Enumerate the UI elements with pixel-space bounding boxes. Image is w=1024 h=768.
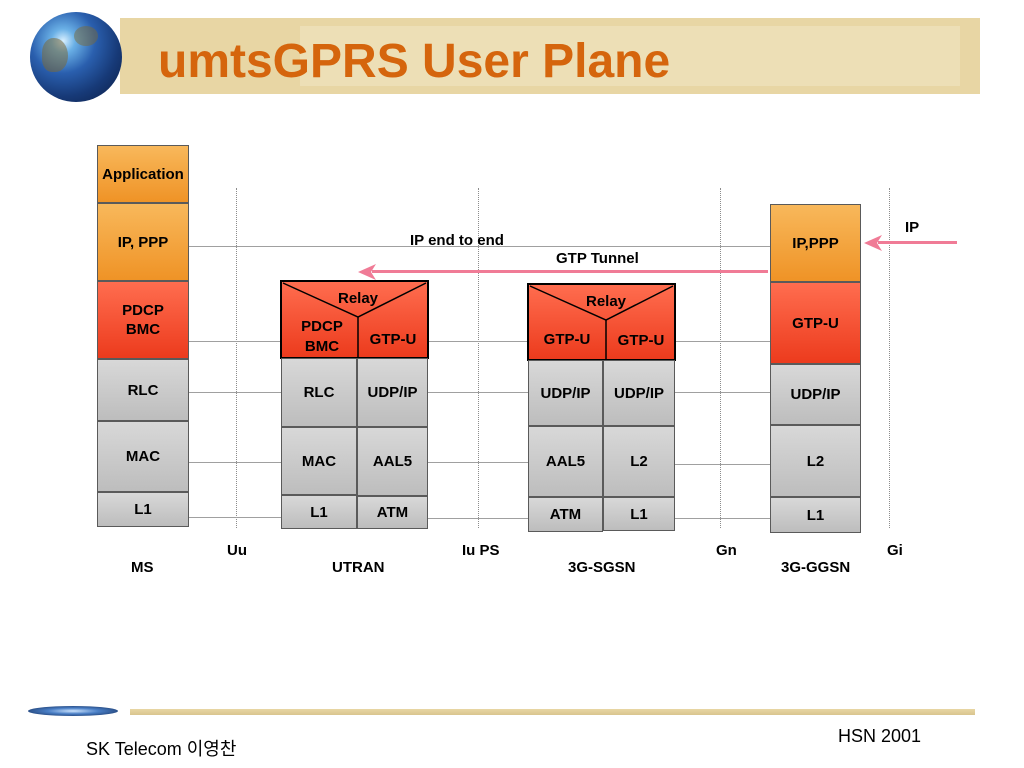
footer-author: SK Telecom 이영찬 bbox=[86, 739, 237, 759]
title-banner-map bbox=[300, 26, 960, 86]
footer-divider bbox=[130, 709, 975, 715]
ip-input-arrow bbox=[878, 241, 957, 244]
utran-atm-layer: ATM bbox=[357, 496, 428, 529]
sgsn-gtpu-right-layer: GTP-U bbox=[617, 332, 665, 349]
slide-title: umtsGPRS User Plane bbox=[158, 35, 671, 88]
ggsn-l1-layer: L1 bbox=[770, 497, 861, 533]
globe-land-icon bbox=[42, 38, 68, 72]
ggsn-ip-ppp-layer: IP,PPP bbox=[770, 204, 861, 282]
interface-gn-label: Gn bbox=[716, 542, 737, 559]
sgsn-l1-layer: L1 bbox=[603, 497, 675, 531]
ip-input-arrowhead-icon bbox=[864, 235, 882, 251]
utran-aal5-layer: AAL5 bbox=[357, 427, 428, 496]
sgsn-gtpu-left-layer: GTP-U bbox=[543, 331, 591, 348]
gtp-tunnel-arrowhead-icon bbox=[358, 264, 376, 280]
utran-relay-lines bbox=[282, 282, 427, 358]
footer-event: HSN 2001 bbox=[838, 726, 922, 746]
sgsn-l2-layer: L2 bbox=[603, 426, 675, 497]
ms-pdcp-bmc-layer: PDCP BMC bbox=[97, 281, 189, 359]
interface-gi-label: Gi bbox=[887, 542, 903, 559]
gtp-tunnel-arrow bbox=[372, 270, 768, 273]
sgsn-udpip-left-layer: UDP/IP bbox=[528, 360, 603, 426]
node-3g-sgsn-label: 3G-SGSN bbox=[568, 559, 636, 576]
utran-udpip-layer: UDP/IP bbox=[357, 358, 428, 427]
interface-uu-label: Uu bbox=[227, 542, 247, 559]
ggsn-udpip-layer: UDP/IP bbox=[770, 364, 861, 425]
ggsn-gtpu-layer: GTP-U bbox=[770, 282, 861, 364]
ms-application-layer: Application bbox=[97, 145, 189, 203]
sgsn-atm-layer: ATM bbox=[528, 497, 603, 532]
iu-ps-separator bbox=[478, 188, 479, 528]
utran-rlc-layer: RLC bbox=[281, 358, 357, 427]
utran-l1-layer: L1 bbox=[281, 495, 357, 529]
aal5-peer-line bbox=[428, 462, 528, 463]
sgsn-udpip-right-layer: UDP/IP bbox=[603, 360, 675, 426]
ip-end-to-end-label: IP end to end bbox=[410, 232, 504, 249]
gtpu-gn-peer-line bbox=[675, 341, 770, 342]
ms-mac-layer: MAC bbox=[97, 421, 189, 492]
utran-mac-layer: MAC bbox=[281, 427, 357, 495]
ms-rlc-layer: RLC bbox=[97, 359, 189, 421]
atm-peer-line bbox=[428, 518, 528, 519]
ggsn-l2-layer: L2 bbox=[770, 425, 861, 497]
pdcp-peer-line bbox=[189, 341, 281, 342]
sgsn-relay-label: Relay bbox=[586, 293, 627, 310]
utran-gtpu-layer: GTP-U bbox=[369, 331, 417, 348]
l2-gn-peer-line bbox=[675, 464, 770, 465]
node-utran-label: UTRAN bbox=[332, 559, 385, 576]
node-3g-ggsn-label: 3G-GGSN bbox=[781, 559, 851, 576]
gtpu-iu-peer-line bbox=[428, 341, 528, 342]
interface-iu-ps-label: Iu PS bbox=[462, 542, 500, 559]
rlc-peer-line bbox=[189, 392, 281, 393]
uu-separator bbox=[236, 188, 237, 528]
utran-relay-label: Relay bbox=[338, 290, 379, 307]
node-ms-label: MS bbox=[131, 559, 154, 576]
udpip-iu-peer-line bbox=[428, 392, 528, 393]
mac-peer-line bbox=[189, 462, 281, 463]
sgsn-relay-lines bbox=[529, 285, 674, 360]
gtp-tunnel-label: GTP Tunnel bbox=[556, 250, 639, 267]
sgsn-aal5-layer: AAL5 bbox=[528, 426, 603, 497]
gi-separator bbox=[889, 188, 890, 528]
globe-land-icon bbox=[74, 26, 98, 46]
ms-l1-layer: L1 bbox=[97, 492, 189, 527]
ip-end-to-end-line bbox=[189, 246, 770, 247]
udpip-gn-peer-line bbox=[675, 392, 770, 393]
gn-separator bbox=[720, 188, 721, 528]
l1-gn-peer-line bbox=[675, 518, 770, 519]
ip-input-label: IP bbox=[905, 219, 920, 236]
utran-pdcp-bmc-layer: PDCP BMC bbox=[301, 318, 343, 355]
footer-disc-icon bbox=[28, 706, 118, 716]
l1-peer-line bbox=[189, 517, 281, 518]
ms-ip-ppp-layer: IP, PPP bbox=[97, 203, 189, 281]
